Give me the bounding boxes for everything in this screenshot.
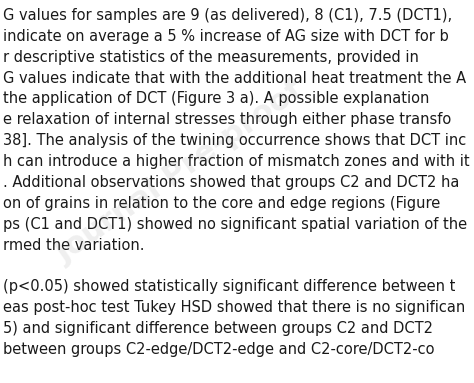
Text: e relaxation of internal stresses through either phase transfo: e relaxation of internal stresses throug… (3, 112, 451, 128)
Text: G values indicate that with the additional heat treatment the A: G values indicate that with the addition… (3, 70, 466, 86)
Text: 5) and significant difference between groups C2 and DCT2: 5) and significant difference between gr… (3, 321, 433, 336)
Text: the application of DCT (Figure 3 a). A possible explanation: the application of DCT (Figure 3 a). A p… (3, 92, 429, 106)
Text: h can introduce a higher fraction of mismatch zones and with it: h can introduce a higher fraction of mis… (3, 154, 470, 169)
Text: 38]. The analysis of the twining occurrence shows that DCT inc: 38]. The analysis of the twining occurre… (3, 133, 466, 148)
Text: eas post-hoc test Tukey HSD showed that there is no significan: eas post-hoc test Tukey HSD showed that … (3, 300, 465, 315)
Text: . Additional observations showed that groups C2 and DCT2 ha: . Additional observations showed that gr… (3, 175, 459, 190)
Text: on of grains in relation to the core and edge regions (Figure: on of grains in relation to the core and… (3, 196, 440, 211)
Text: (p<0.05) showed statistically significant difference between t: (p<0.05) showed statistically significan… (3, 279, 456, 295)
Text: r descriptive statistics of the measurements, provided in: r descriptive statistics of the measurem… (3, 50, 423, 65)
Text: rmed the variation.: rmed the variation. (3, 237, 145, 253)
Text: indicate on average a 5 % increase of AG size with DCT for b: indicate on average a 5 % increase of AG… (3, 29, 449, 44)
Text: G values for samples are 9 (as delivered), 8 (C1), 7.5 (DCT1),: G values for samples are 9 (as delivered… (3, 8, 452, 23)
Text: Journal Pre-proof: Journal Pre-proof (51, 76, 309, 268)
Text: ps (C1 and DCT1) showed no significant spatial variation of the: ps (C1 and DCT1) showed no significant s… (3, 217, 467, 232)
Text: between groups C2-edge/DCT2-edge and C2-core/DCT2-co: between groups C2-edge/DCT2-edge and C2-… (3, 342, 435, 357)
